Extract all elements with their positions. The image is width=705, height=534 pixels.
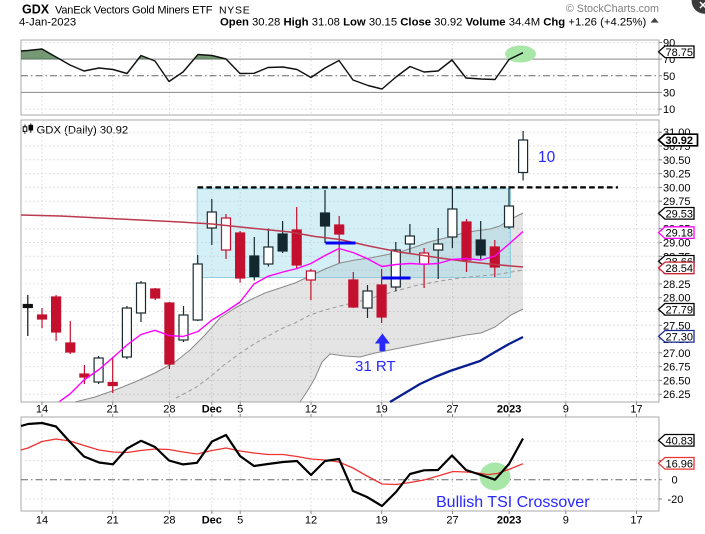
svg-text:19: 19 bbox=[376, 515, 388, 527]
svg-text:Bullish TSI Crossover: Bullish TSI Crossover bbox=[436, 494, 590, 511]
svg-text:29.18: 29.18 bbox=[666, 228, 694, 240]
svg-text:14: 14 bbox=[36, 404, 48, 416]
svg-text:© StockCharts.com: © StockCharts.com bbox=[566, 3, 659, 15]
svg-text:5: 5 bbox=[237, 404, 243, 416]
svg-text:27.79: 27.79 bbox=[666, 304, 694, 316]
svg-text:21: 21 bbox=[107, 515, 119, 527]
svg-text:28.25: 28.25 bbox=[663, 279, 691, 291]
svg-text:26.50: 26.50 bbox=[663, 375, 691, 387]
svg-text:Dec: Dec bbox=[202, 404, 222, 416]
svg-text:GDX: GDX bbox=[22, 3, 50, 17]
svg-text:12: 12 bbox=[305, 404, 317, 416]
svg-text:40.83: 40.83 bbox=[666, 435, 694, 447]
svg-text:2023: 2023 bbox=[497, 515, 521, 527]
svg-text:NYSE: NYSE bbox=[219, 5, 250, 17]
svg-text:26.25: 26.25 bbox=[663, 389, 691, 401]
svg-text:16.96: 16.96 bbox=[666, 458, 694, 470]
svg-text:27.50: 27.50 bbox=[663, 320, 691, 332]
svg-text:Open 30.28 High 31.08 Low 30.1: Open 30.28 High 31.08 Low 30.15 Close 30… bbox=[220, 17, 646, 29]
svg-text:17: 17 bbox=[630, 515, 642, 527]
svg-text:2023: 2023 bbox=[497, 404, 521, 416]
svg-text:78.75: 78.75 bbox=[666, 47, 694, 59]
svg-text:27.00: 27.00 bbox=[663, 348, 691, 360]
svg-text:28: 28 bbox=[163, 404, 175, 416]
svg-text:10: 10 bbox=[538, 149, 556, 166]
svg-text:21: 21 bbox=[107, 404, 119, 416]
svg-text:50: 50 bbox=[663, 71, 675, 83]
svg-text:29.75: 29.75 bbox=[663, 196, 691, 208]
svg-text:30.00: 30.00 bbox=[663, 182, 691, 194]
svg-text:17: 17 bbox=[630, 404, 642, 416]
svg-text:27.30: 27.30 bbox=[666, 331, 694, 343]
svg-text:VanEck Vectors Gold Miners ETF: VanEck Vectors Gold Miners ETF bbox=[55, 5, 213, 17]
svg-text:28: 28 bbox=[163, 515, 175, 527]
svg-text:5: 5 bbox=[237, 515, 243, 527]
svg-text:9: 9 bbox=[563, 515, 569, 527]
svg-text:27: 27 bbox=[446, 404, 458, 416]
svg-text:27: 27 bbox=[446, 515, 458, 527]
svg-text:28.00: 28.00 bbox=[663, 293, 691, 305]
svg-text:GDX (Daily) 30.92: GDX (Daily) 30.92 bbox=[37, 125, 129, 137]
svg-text:30.50: 30.50 bbox=[663, 155, 691, 167]
svg-text:29.53: 29.53 bbox=[666, 208, 694, 220]
svg-text:0: 0 bbox=[672, 475, 678, 487]
svg-text:✕: ✕ bbox=[698, 0, 705, 12]
svg-text:28.54: 28.54 bbox=[666, 263, 694, 275]
svg-text:31 RT: 31 RT bbox=[355, 358, 396, 375]
svg-text:19: 19 bbox=[376, 404, 388, 416]
svg-text:30.25: 30.25 bbox=[663, 169, 691, 181]
svg-text:12: 12 bbox=[305, 515, 317, 527]
svg-text:Dec: Dec bbox=[202, 515, 222, 527]
svg-text:4-Jan-2023: 4-Jan-2023 bbox=[19, 17, 76, 29]
svg-text:29.00: 29.00 bbox=[663, 238, 691, 250]
svg-text:10: 10 bbox=[663, 104, 675, 116]
svg-text:30.92: 30.92 bbox=[666, 135, 694, 147]
svg-text:-20: -20 bbox=[668, 494, 684, 506]
svg-text:26.75: 26.75 bbox=[663, 362, 691, 374]
svg-text:30: 30 bbox=[663, 87, 675, 99]
svg-text:9: 9 bbox=[563, 404, 569, 416]
svg-text:14: 14 bbox=[36, 515, 48, 527]
